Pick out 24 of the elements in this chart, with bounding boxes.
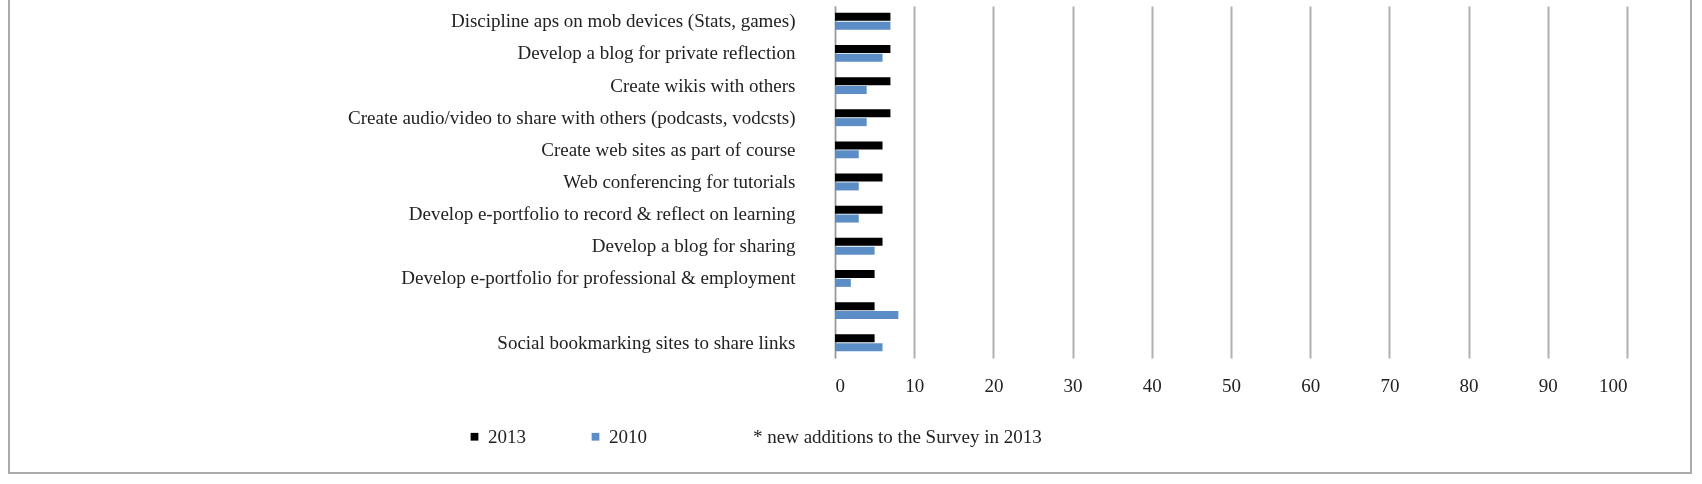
y-tick-label: Develop a blog for private reflection	[517, 42, 796, 64]
x-tick-label: 80	[1459, 374, 1479, 396]
x-tick-label: 10	[905, 374, 925, 396]
x-tick-label: 40	[1142, 374, 1162, 396]
y-tick-label: Web conferencing for tutorials	[563, 171, 796, 192]
y-tick-label: Social bookmarking sites to share links	[497, 331, 796, 353]
y-tick-label: Create wikis with others	[610, 74, 796, 96]
legend-label: 2013	[488, 425, 526, 447]
y-tick-label: Develop e-portfolio for professional & employment	[401, 267, 797, 289]
x-tick-label: 50	[1222, 374, 1241, 396]
text: * new additions to the Survey in 2013	[753, 426, 1042, 447]
legend-label: 2010	[609, 425, 647, 447]
x-tick-label: 20	[984, 374, 1004, 396]
x-tick-label: 30	[1063, 374, 1083, 396]
y-tick-label: Discipline aps on mob devices (Stats, games)	[450, 10, 796, 33]
x-tick-label: 0	[835, 374, 845, 396]
y-tick-label: Develop a blog for sharing	[591, 235, 796, 257]
x-tick-label: 90	[1538, 374, 1558, 396]
x-tick-label: 70	[1380, 374, 1400, 396]
x-tick-label: 100	[1599, 374, 1628, 396]
y-tick-label: Create audio/video to share with others (podcasts, vodcsts)	[348, 106, 796, 129]
y-tick-label: Develop e-portfolio to record & reflect on learning	[408, 203, 796, 225]
y-tick-label: Create web sites as part of course	[541, 138, 796, 160]
x-tick-label: 60	[1301, 374, 1321, 396]
